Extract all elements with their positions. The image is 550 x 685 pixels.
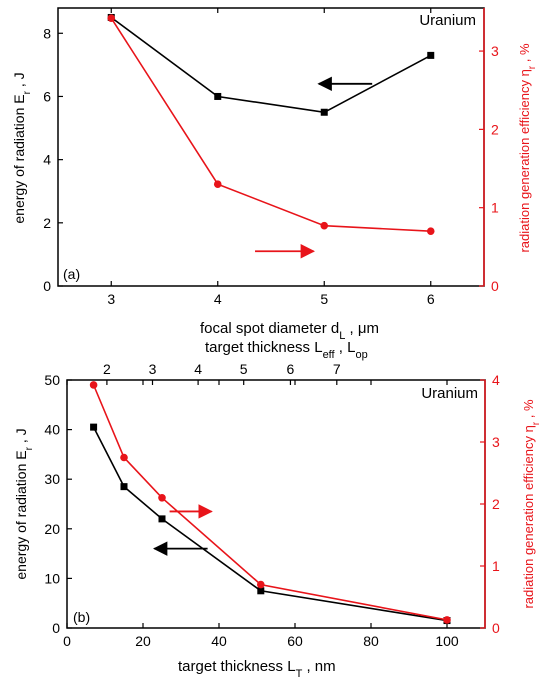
y-tick-label: 6 [43, 88, 51, 104]
data-point-circle [426, 227, 435, 235]
y2-tick-label: 3 [491, 43, 499, 59]
y2-tick-label: 1 [491, 200, 499, 216]
x-tick-label: 6 [427, 291, 435, 307]
y-axis-label-b: energy of radiation Er , J [13, 428, 35, 579]
y2-tick-label: 1 [492, 558, 500, 574]
y-tick-label: 40 [44, 422, 60, 438]
x-tick-label: 3 [107, 291, 115, 307]
data-point-square [427, 51, 435, 59]
panel-a: (a) Uranium focal spot diameter dL , μm … [11, 7, 538, 342]
y2-tick-label: 4 [492, 372, 500, 388]
data-point-square [90, 423, 98, 431]
series-line-efficiency [110, 17, 431, 232]
y2-tick-label: 0 [491, 278, 499, 294]
annotation-b: Uranium [421, 385, 478, 402]
panel-label-b: (b) [73, 609, 90, 625]
data-point-square [120, 483, 128, 491]
y-tick-label: 30 [44, 471, 60, 487]
data-point-square [214, 92, 222, 100]
series-line-efficiency [92, 384, 448, 621]
plot-frame-a [57, 7, 485, 287]
y-tick-label: 4 [43, 152, 51, 168]
data-point-square [320, 108, 328, 116]
series-line-energy [92, 426, 448, 622]
y2-tick-label: 2 [492, 496, 500, 512]
y-tick-label: 8 [43, 25, 51, 41]
x-tick-label: 0 [63, 633, 71, 649]
y2-tick-label: 2 [491, 121, 499, 137]
data-point-circle [213, 180, 222, 188]
x-tick-label: 80 [363, 633, 379, 649]
x2-tick-label: 6 [287, 361, 295, 377]
annotation-a: Uranium [419, 12, 476, 29]
x-tick-label: 60 [287, 633, 303, 649]
plot-frame-b [66, 379, 486, 629]
y2-axis-label-b: radiation generation efficiency ηr , % [521, 399, 542, 609]
y-tick-label: 2 [43, 215, 51, 231]
series-line-energy [110, 16, 432, 114]
data-point-circle [257, 580, 265, 589]
panel-b: (b) Uranium target thickness LT , nm tar… [13, 339, 542, 680]
x2-tick-label: 4 [194, 361, 202, 377]
y-tick-label: 10 [44, 570, 60, 586]
data-point-circle [320, 221, 329, 230]
x-axis-label-a: focal spot diameter dL , μm [200, 320, 379, 342]
x-tick-label: 100 [435, 633, 459, 649]
y2-tick-label: 3 [492, 434, 500, 450]
x-axis-label-b: target thickness LT , nm [178, 658, 336, 680]
x2-tick-label: 2 [103, 361, 111, 377]
x2-tick-label: 7 [333, 361, 341, 377]
data-point-square [158, 515, 166, 523]
x2-axis-label-b: target thickness Leff , Lop [205, 339, 368, 361]
y-tick-label: 0 [52, 620, 60, 636]
y2-axis-label-a: radiation generation efficiency ηr , % [517, 43, 538, 253]
y-tick-label: 50 [44, 372, 60, 388]
y-tick-label: 0 [43, 278, 51, 294]
data-point-circle [158, 494, 166, 502]
x2-tick-label: 3 [149, 361, 157, 377]
y2-tick-label: 0 [492, 620, 500, 636]
data-point-circle [89, 381, 98, 389]
x-tick-label: 5 [320, 291, 328, 307]
y-tick-label: 20 [44, 521, 60, 537]
y-axis-label-a: energy of radiation Er , J [11, 72, 33, 223]
data-point-circle [443, 616, 451, 624]
x-tick-label: 40 [211, 633, 227, 649]
panel-label-a: (a) [63, 266, 80, 282]
data-point-circle [107, 14, 116, 22]
x-tick-label: 4 [214, 291, 222, 307]
x-tick-label: 20 [135, 633, 151, 649]
data-point-circle [120, 453, 128, 462]
data-point-square [257, 587, 265, 595]
x2-tick-label: 5 [240, 361, 248, 377]
